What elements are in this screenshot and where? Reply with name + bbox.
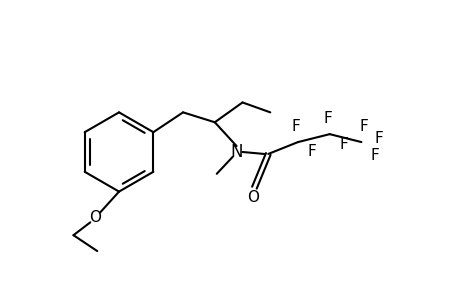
Text: N: N [230, 143, 242, 161]
Text: O: O [247, 190, 259, 205]
Text: F: F [374, 130, 383, 146]
Text: F: F [358, 119, 367, 134]
Text: F: F [338, 136, 347, 152]
Text: F: F [323, 111, 331, 126]
Text: O: O [89, 210, 101, 225]
Text: F: F [291, 119, 300, 134]
Text: F: F [370, 148, 379, 164]
Text: F: F [307, 145, 316, 160]
